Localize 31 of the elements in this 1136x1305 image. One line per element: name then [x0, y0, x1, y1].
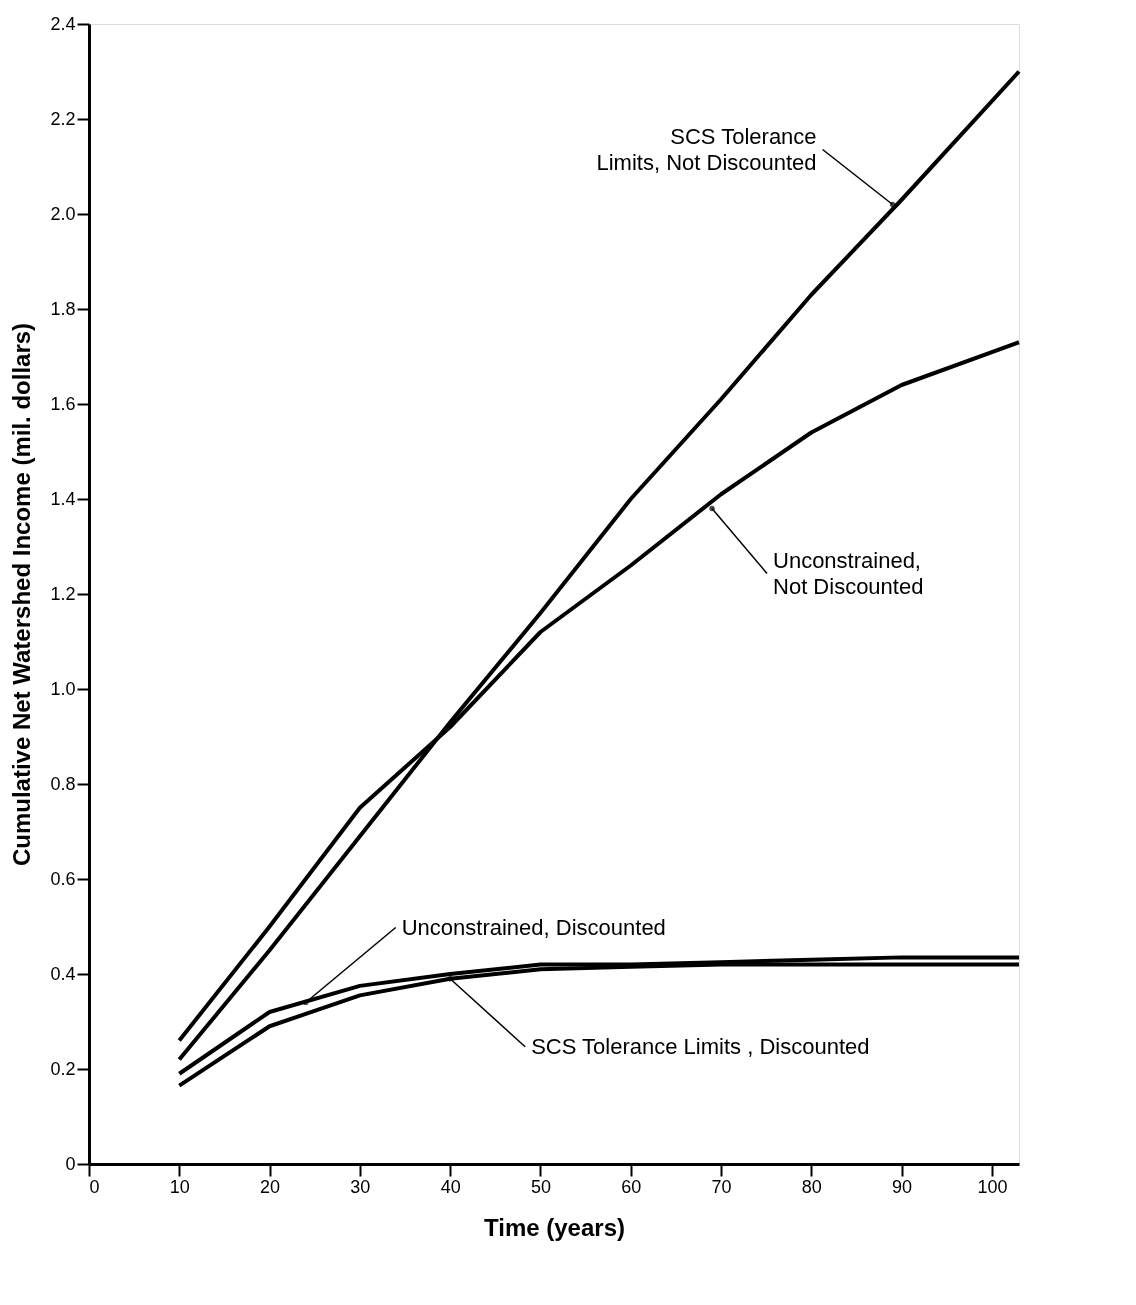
annotation: SCS Tolerance Limits, Not Discounted — [596, 123, 817, 175]
y-tick-label: 0 — [65, 1153, 76, 1174]
y-axis-title: Cumulative Net Watershed Income (mil. dollars) — [8, 322, 36, 867]
x-axis-title: Time (years) — [484, 1213, 625, 1241]
x-tick-label: 40 — [440, 1176, 461, 1197]
x-tick-label: 70 — [711, 1176, 732, 1197]
y-tick-label: 0.4 — [50, 963, 76, 984]
y-tick-label: 0.6 — [50, 868, 76, 889]
annotation: Unconstrained, Discounted — [401, 914, 666, 940]
y-tick-label: 1.2 — [50, 583, 76, 604]
y-tick-label: 2.0 — [50, 203, 76, 224]
line-series — [177, 69, 1021, 1062]
y-tick-label: 1.8 — [50, 298, 76, 319]
y-tick-label: 1.4 — [50, 488, 76, 509]
x-tick-label: 30 — [350, 1176, 371, 1197]
annotation: Unconstrained, Not Discounted — [773, 547, 924, 599]
y-tick-label: 2.2 — [50, 108, 76, 129]
annotation: SCS Tolerance Limits , Discounted — [531, 1033, 870, 1059]
x-tick-label: 100 — [977, 1176, 1008, 1197]
x-tick-label: 0 — [89, 1176, 100, 1197]
x-tick-label: 90 — [892, 1176, 913, 1197]
y-tick-label: 2.4 — [50, 13, 76, 34]
x-tick-label: 60 — [621, 1176, 642, 1197]
x-tick-label: 50 — [530, 1176, 551, 1197]
x-tick-label: 20 — [260, 1176, 281, 1197]
y-tick-label: 1.6 — [50, 393, 76, 414]
x-tick-label: 10 — [169, 1176, 190, 1197]
y-tick-label: 0.2 — [50, 1058, 76, 1079]
y-tick-label: 1.0 — [50, 678, 76, 699]
y-tick-label: 0.8 — [50, 773, 76, 794]
x-tick-label: 80 — [801, 1176, 822, 1197]
